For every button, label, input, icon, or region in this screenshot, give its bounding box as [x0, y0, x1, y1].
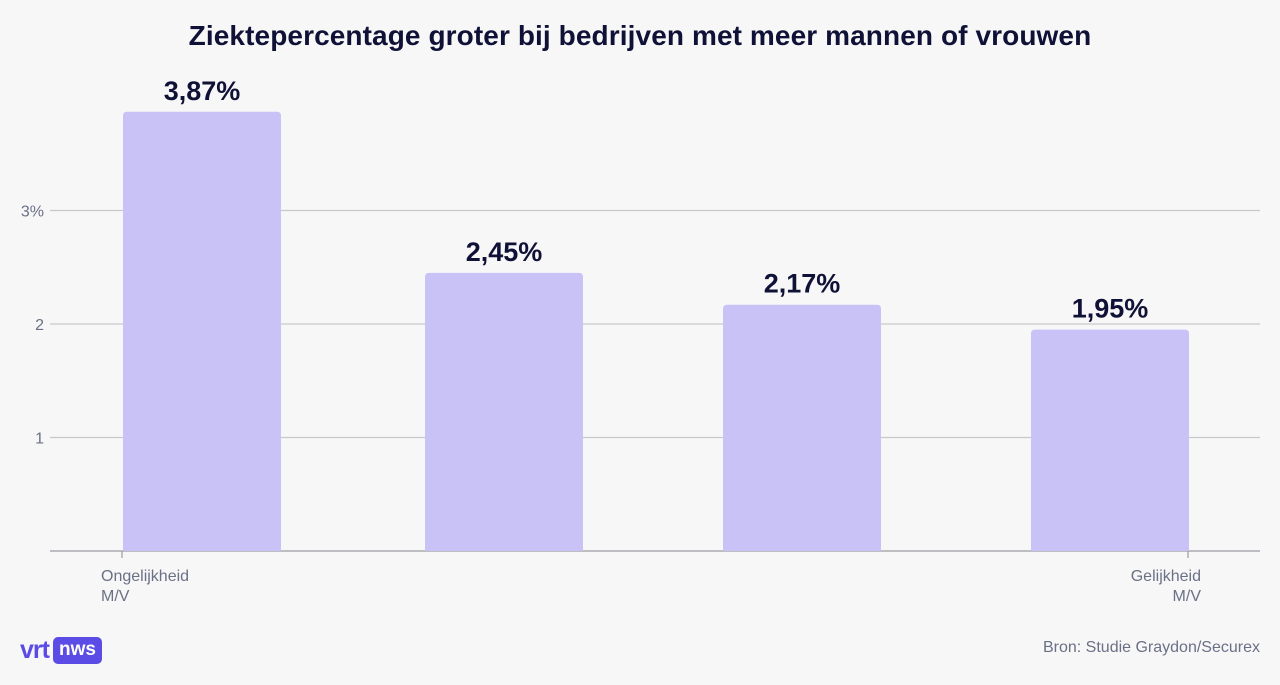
source-text: Bron: Studie Graydon/Securex: [1042, 639, 1260, 656]
bar-value-label: 3,87%: [164, 76, 241, 106]
bar: [123, 111, 281, 551]
y-tick-label: 3%: [21, 204, 44, 221]
bar-value-label: 1,95%: [1072, 294, 1149, 324]
bar: [723, 304, 881, 551]
x-axis-left-label-line-2: M/V: [101, 588, 130, 605]
vrt-nws-logo: vrt nws: [20, 636, 102, 664]
bar: [425, 272, 583, 551]
logo-vrt-text: vrt: [20, 636, 50, 664]
logo-nws-badge: nws: [52, 636, 102, 664]
x-axis-left-label-line-1: Ongelijkheid: [101, 568, 190, 585]
bar-value-label: 2,45%: [466, 237, 543, 267]
x-axis-right-label: Gelijkheid M/V: [1060, 567, 1201, 607]
y-tick-label: 1: [35, 431, 44, 448]
x-axis-left-label: Ongelijkheid M/V: [101, 567, 189, 607]
bar-value-label: 2,17%: [764, 269, 841, 299]
chart-title: Ziektepercentage groter bij bedrijven me…: [188, 20, 1092, 51]
x-axis-right-label-line-1: Gelijkheid: [1130, 568, 1201, 585]
x-axis-right-label-line-2: M/V: [1172, 588, 1201, 605]
bar: [1031, 329, 1189, 551]
y-tick-label: 2: [35, 317, 44, 334]
